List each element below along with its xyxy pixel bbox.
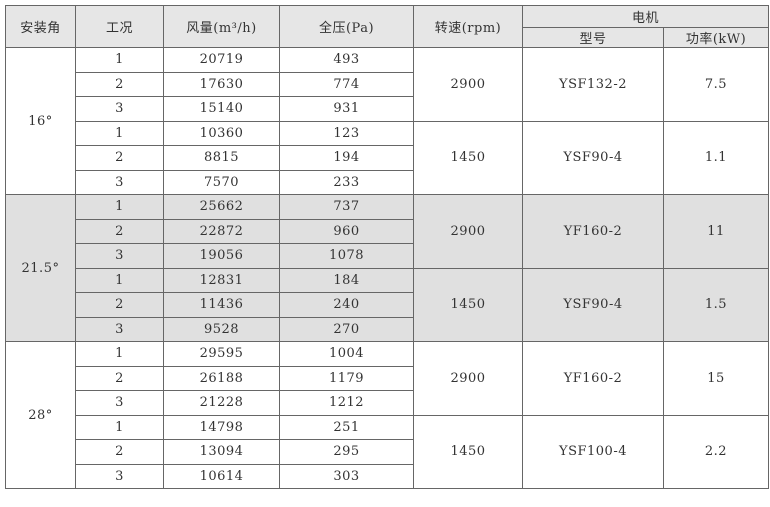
power-cell: 1.1: [662, 120, 770, 195]
header-speed: 转速(rpm): [413, 5, 523, 48]
flow-cell: 12831: [163, 267, 280, 293]
table-row: 1 10360 123 1450 YSF90-4 1.1: [6, 120, 770, 195]
model-cell: YSF100-4: [522, 414, 664, 489]
pressure-cell: 493: [279, 47, 414, 73]
table-row: 1 14798 251 1450 YSF100-4 2.2: [6, 414, 770, 489]
table-row: 2 26188 1179: [6, 365, 769, 391]
model-cell: YSF90-4: [522, 120, 664, 195]
condition-cell: 3: [75, 316, 164, 342]
fan-performance-table: 安装角 工况 风量(m³/h) 全压(Pa) 转速(rpm) 电机 型号 功率(…: [5, 5, 770, 489]
table-row: 16° 1 20719 493 2900 YSF132-2 7.5: [5, 47, 770, 195]
table-row: 3 19056 1078: [6, 243, 769, 269]
table-row: 1 12831 184 1450 YSF90-4 1.5: [6, 267, 770, 342]
flow-cell: 14798: [163, 414, 280, 440]
condition-cell: 2: [75, 365, 164, 391]
condition-cell: 1: [75, 194, 164, 220]
speed-cell: 2900: [413, 341, 523, 416]
pressure-cell: 194: [279, 145, 414, 171]
condition-cell: 3: [75, 169, 164, 195]
pressure-cell: 303: [279, 463, 414, 489]
model-cell: YSF132-2: [522, 47, 664, 122]
flow-cell: 25662: [163, 194, 280, 220]
header-flow: 风量(m³/h): [163, 5, 280, 48]
power-cell: 11: [662, 194, 770, 269]
pressure-cell: 1078: [279, 243, 414, 269]
speed-cell: 1450: [413, 414, 523, 489]
table-row: 3 15140 931: [6, 96, 769, 122]
pressure-cell: 184: [279, 267, 414, 293]
condition-cell: 2: [75, 439, 164, 465]
table-row: 2 13094 295: [6, 439, 769, 465]
pressure-cell: 737: [279, 194, 414, 220]
pressure-cell: 251: [279, 414, 414, 440]
flow-cell: 7570: [163, 169, 280, 195]
flow-cell: 10360: [163, 120, 280, 146]
angle-cell: 21.5°: [5, 194, 76, 342]
header-power: 功率(kW): [662, 27, 770, 48]
pressure-cell: 1004: [279, 341, 414, 367]
pressure-cell: 270: [279, 316, 414, 342]
flow-cell: 8815: [163, 145, 280, 171]
flow-cell: 9528: [163, 316, 280, 342]
header-model: 型号: [522, 27, 664, 48]
condition-cell: 1: [75, 267, 164, 293]
condition-cell: 2: [75, 218, 164, 244]
flow-cell: 26188: [163, 365, 280, 391]
pressure-cell: 1212: [279, 390, 414, 416]
condition-cell: 1: [75, 47, 164, 73]
power-cell: 1.5: [662, 267, 770, 342]
header-angle: 安装角: [5, 5, 76, 48]
flow-cell: 11436: [163, 292, 280, 318]
pressure-cell: 960: [279, 218, 414, 244]
condition-cell: 2: [75, 71, 164, 97]
flow-cell: 22872: [163, 218, 280, 244]
flow-cell: 13094: [163, 439, 280, 465]
model-cell: YF160-2: [522, 341, 664, 416]
pressure-cell: 233: [279, 169, 414, 195]
table-row: 2 17630 774: [6, 71, 769, 97]
pressure-cell: 774: [279, 71, 414, 97]
pressure-cell: 295: [279, 439, 414, 465]
table-row: 3 7570 233: [6, 169, 769, 195]
header-motor: 电机: [521, 5, 770, 28]
condition-cell: 2: [75, 145, 164, 171]
condition-cell: 3: [75, 243, 164, 269]
model-cell: YF160-2: [522, 194, 664, 269]
power-cell: 15: [662, 341, 770, 416]
flow-cell: 19056: [163, 243, 280, 269]
flow-cell: 20719: [163, 47, 280, 73]
condition-cell: 3: [75, 390, 164, 416]
table-row: 3 9528 270: [6, 316, 769, 342]
table-row: 2 22872 960: [6, 218, 769, 244]
table-row: 3 10614 303: [6, 463, 769, 489]
pressure-cell: 240: [279, 292, 414, 318]
speed-cell: 1450: [413, 267, 523, 342]
pressure-cell: 123: [279, 120, 414, 146]
condition-cell: 3: [75, 96, 164, 122]
flow-cell: 29595: [163, 341, 280, 367]
angle-cell: 28°: [5, 341, 76, 489]
condition-cell: 1: [75, 120, 164, 146]
condition-cell: 2: [75, 292, 164, 318]
flow-cell: 10614: [163, 463, 280, 489]
condition-cell: 1: [75, 414, 164, 440]
flow-cell: 15140: [163, 96, 280, 122]
model-cell: YSF90-4: [522, 267, 664, 342]
angle-cell: 16°: [5, 47, 76, 195]
flow-cell: 21228: [163, 390, 280, 416]
condition-cell: 1: [75, 341, 164, 367]
pressure-cell: 1179: [279, 365, 414, 391]
power-cell: 7.5: [662, 47, 770, 122]
pressure-cell: 931: [279, 96, 414, 122]
speed-cell: 2900: [413, 47, 523, 122]
table-row: 28° 1 29595 1004 2900 YF160-2 15: [5, 341, 770, 489]
speed-cell: 2900: [413, 194, 523, 269]
condition-cell: 3: [75, 463, 164, 489]
header-condition: 工况: [75, 5, 164, 48]
table-row: 21.5° 1 25662 737 2900 YF160-2 11: [5, 194, 770, 342]
header-pressure: 全压(Pa): [279, 5, 414, 48]
power-cell: 2.2: [662, 414, 770, 489]
flow-cell: 17630: [163, 71, 280, 97]
speed-cell: 1450: [413, 120, 523, 195]
